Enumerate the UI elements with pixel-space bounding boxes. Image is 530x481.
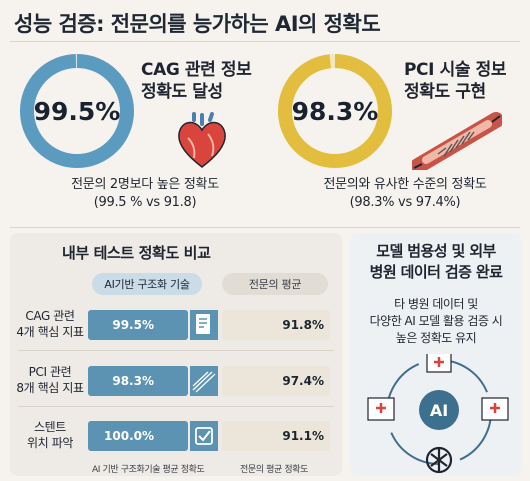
legend-doctor: 전문의 평균 정확도 bbox=[240, 465, 308, 475]
doctor-bar-stent bbox=[222, 421, 330, 451]
ai-bar-pci bbox=[88, 366, 188, 396]
validation-cycle-diagram: AI bbox=[367, 354, 509, 474]
cag-accuracy-gauge: 99.5% bbox=[18, 52, 136, 170]
middle-divider bbox=[10, 227, 520, 228]
top-divider bbox=[10, 41, 520, 42]
page-title: 성능 검증: 전문의를 능가하는 AI의 정확도 bbox=[14, 12, 381, 36]
row-separator bbox=[18, 350, 334, 351]
hospital-icon bbox=[426, 354, 452, 373]
cag-heading: CAG 관련 정보 정확도 달성 bbox=[141, 60, 252, 102]
doctor-value-cag: 91.8% bbox=[282, 318, 324, 332]
stent-lines-icon bbox=[190, 366, 218, 396]
pci-caption: 전문의와 유사한 수준의 정확도 (98.3% vs 97.4%) bbox=[323, 177, 487, 210]
row-label-cag: CAG 관련 4개 핵심 지표 bbox=[16, 309, 84, 339]
ai-bar-cag bbox=[88, 310, 188, 340]
ai-center-label: AI bbox=[430, 401, 448, 420]
ai-bar-stent bbox=[88, 421, 188, 451]
stent-icon bbox=[412, 112, 502, 170]
ai-value-stent: 100.0% bbox=[104, 429, 154, 443]
row-separator bbox=[18, 406, 334, 407]
doctor-bar-pci bbox=[222, 366, 330, 396]
pci-accuracy-gauge: 98.3% bbox=[276, 52, 394, 170]
row-label-stent: 스텐트 위치 파악 bbox=[27, 420, 73, 450]
pci-accuracy-value: 98.3% bbox=[291, 96, 379, 126]
doctor-column-header: 전문의 평균 bbox=[222, 273, 328, 295]
comparison-title: 내부 테스트 정확도 비교 bbox=[62, 244, 211, 262]
cag-caption: 전문의 2명보다 높은 정확도 (99.5 % vs 91.8) bbox=[71, 177, 219, 210]
legend-ai: AI 기반 구조화기술 평균 정확도 bbox=[92, 465, 205, 475]
ai-column-header: AI기반 구조화 기술 bbox=[92, 273, 202, 295]
doctor-bar-cag bbox=[222, 310, 330, 340]
ai-value-pci: 98.3% bbox=[112, 374, 154, 388]
document-icon bbox=[190, 310, 218, 340]
hospital-icon bbox=[481, 397, 509, 421]
ai-model-icon bbox=[425, 446, 453, 474]
hospital-icon bbox=[367, 397, 395, 421]
doctor-value-stent: 91.1% bbox=[282, 429, 324, 443]
row-label-pci: PCI 관련 8개 핵심 지표 bbox=[16, 365, 84, 395]
checkbox-icon bbox=[190, 421, 218, 451]
ai-value-cag: 99.5% bbox=[112, 318, 154, 332]
cag-accuracy-value: 99.5% bbox=[33, 96, 121, 126]
generality-title: 모델 범용성 및 외부 병원 데이터 검증 완료 bbox=[369, 242, 503, 281]
doctor-value-pci: 97.4% bbox=[282, 374, 324, 388]
pci-heading: PCI 시술 정보 정확도 구현 bbox=[404, 60, 507, 102]
heart-icon bbox=[178, 112, 226, 168]
generality-description: 타 병원 데이터 및 다양한 AI 모델 활용 검증 시 높은 정확도 유지 bbox=[369, 297, 503, 345]
